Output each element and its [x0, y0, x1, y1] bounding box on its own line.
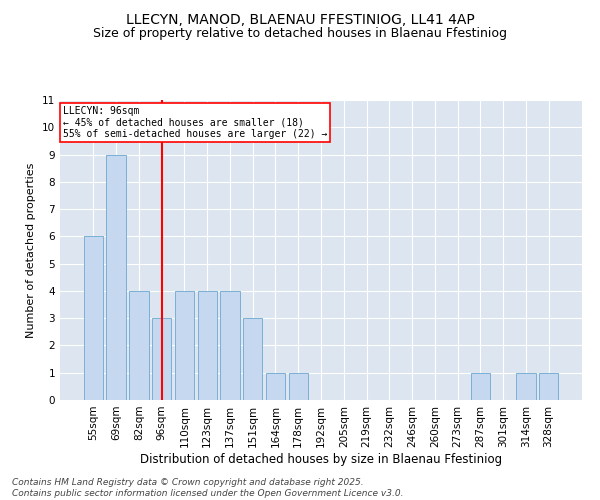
Bar	[152, 318, 172, 400]
Text: Size of property relative to detached houses in Blaenau Ffestiniog: Size of property relative to detached ho…	[93, 28, 507, 40]
Bar	[470, 372, 490, 400]
Bar	[220, 291, 239, 400]
Text: LLECYN: 96sqm
← 45% of detached houses are smaller (18)
55% of semi-detached hou: LLECYN: 96sqm ← 45% of detached houses a…	[62, 106, 327, 139]
Bar	[266, 372, 285, 400]
Bar	[175, 291, 194, 400]
Bar	[84, 236, 103, 400]
X-axis label: Distribution of detached houses by size in Blaenau Ffestiniog: Distribution of detached houses by size …	[140, 452, 502, 466]
Bar	[289, 372, 308, 400]
Bar	[516, 372, 536, 400]
Bar	[197, 291, 217, 400]
Bar	[106, 154, 126, 400]
Text: LLECYN, MANOD, BLAENAU FFESTINIOG, LL41 4AP: LLECYN, MANOD, BLAENAU FFESTINIOG, LL41 …	[125, 12, 475, 26]
Bar	[539, 372, 558, 400]
Y-axis label: Number of detached properties: Number of detached properties	[26, 162, 37, 338]
Bar	[129, 291, 149, 400]
Text: Contains HM Land Registry data © Crown copyright and database right 2025.
Contai: Contains HM Land Registry data © Crown c…	[12, 478, 404, 498]
Bar	[243, 318, 262, 400]
